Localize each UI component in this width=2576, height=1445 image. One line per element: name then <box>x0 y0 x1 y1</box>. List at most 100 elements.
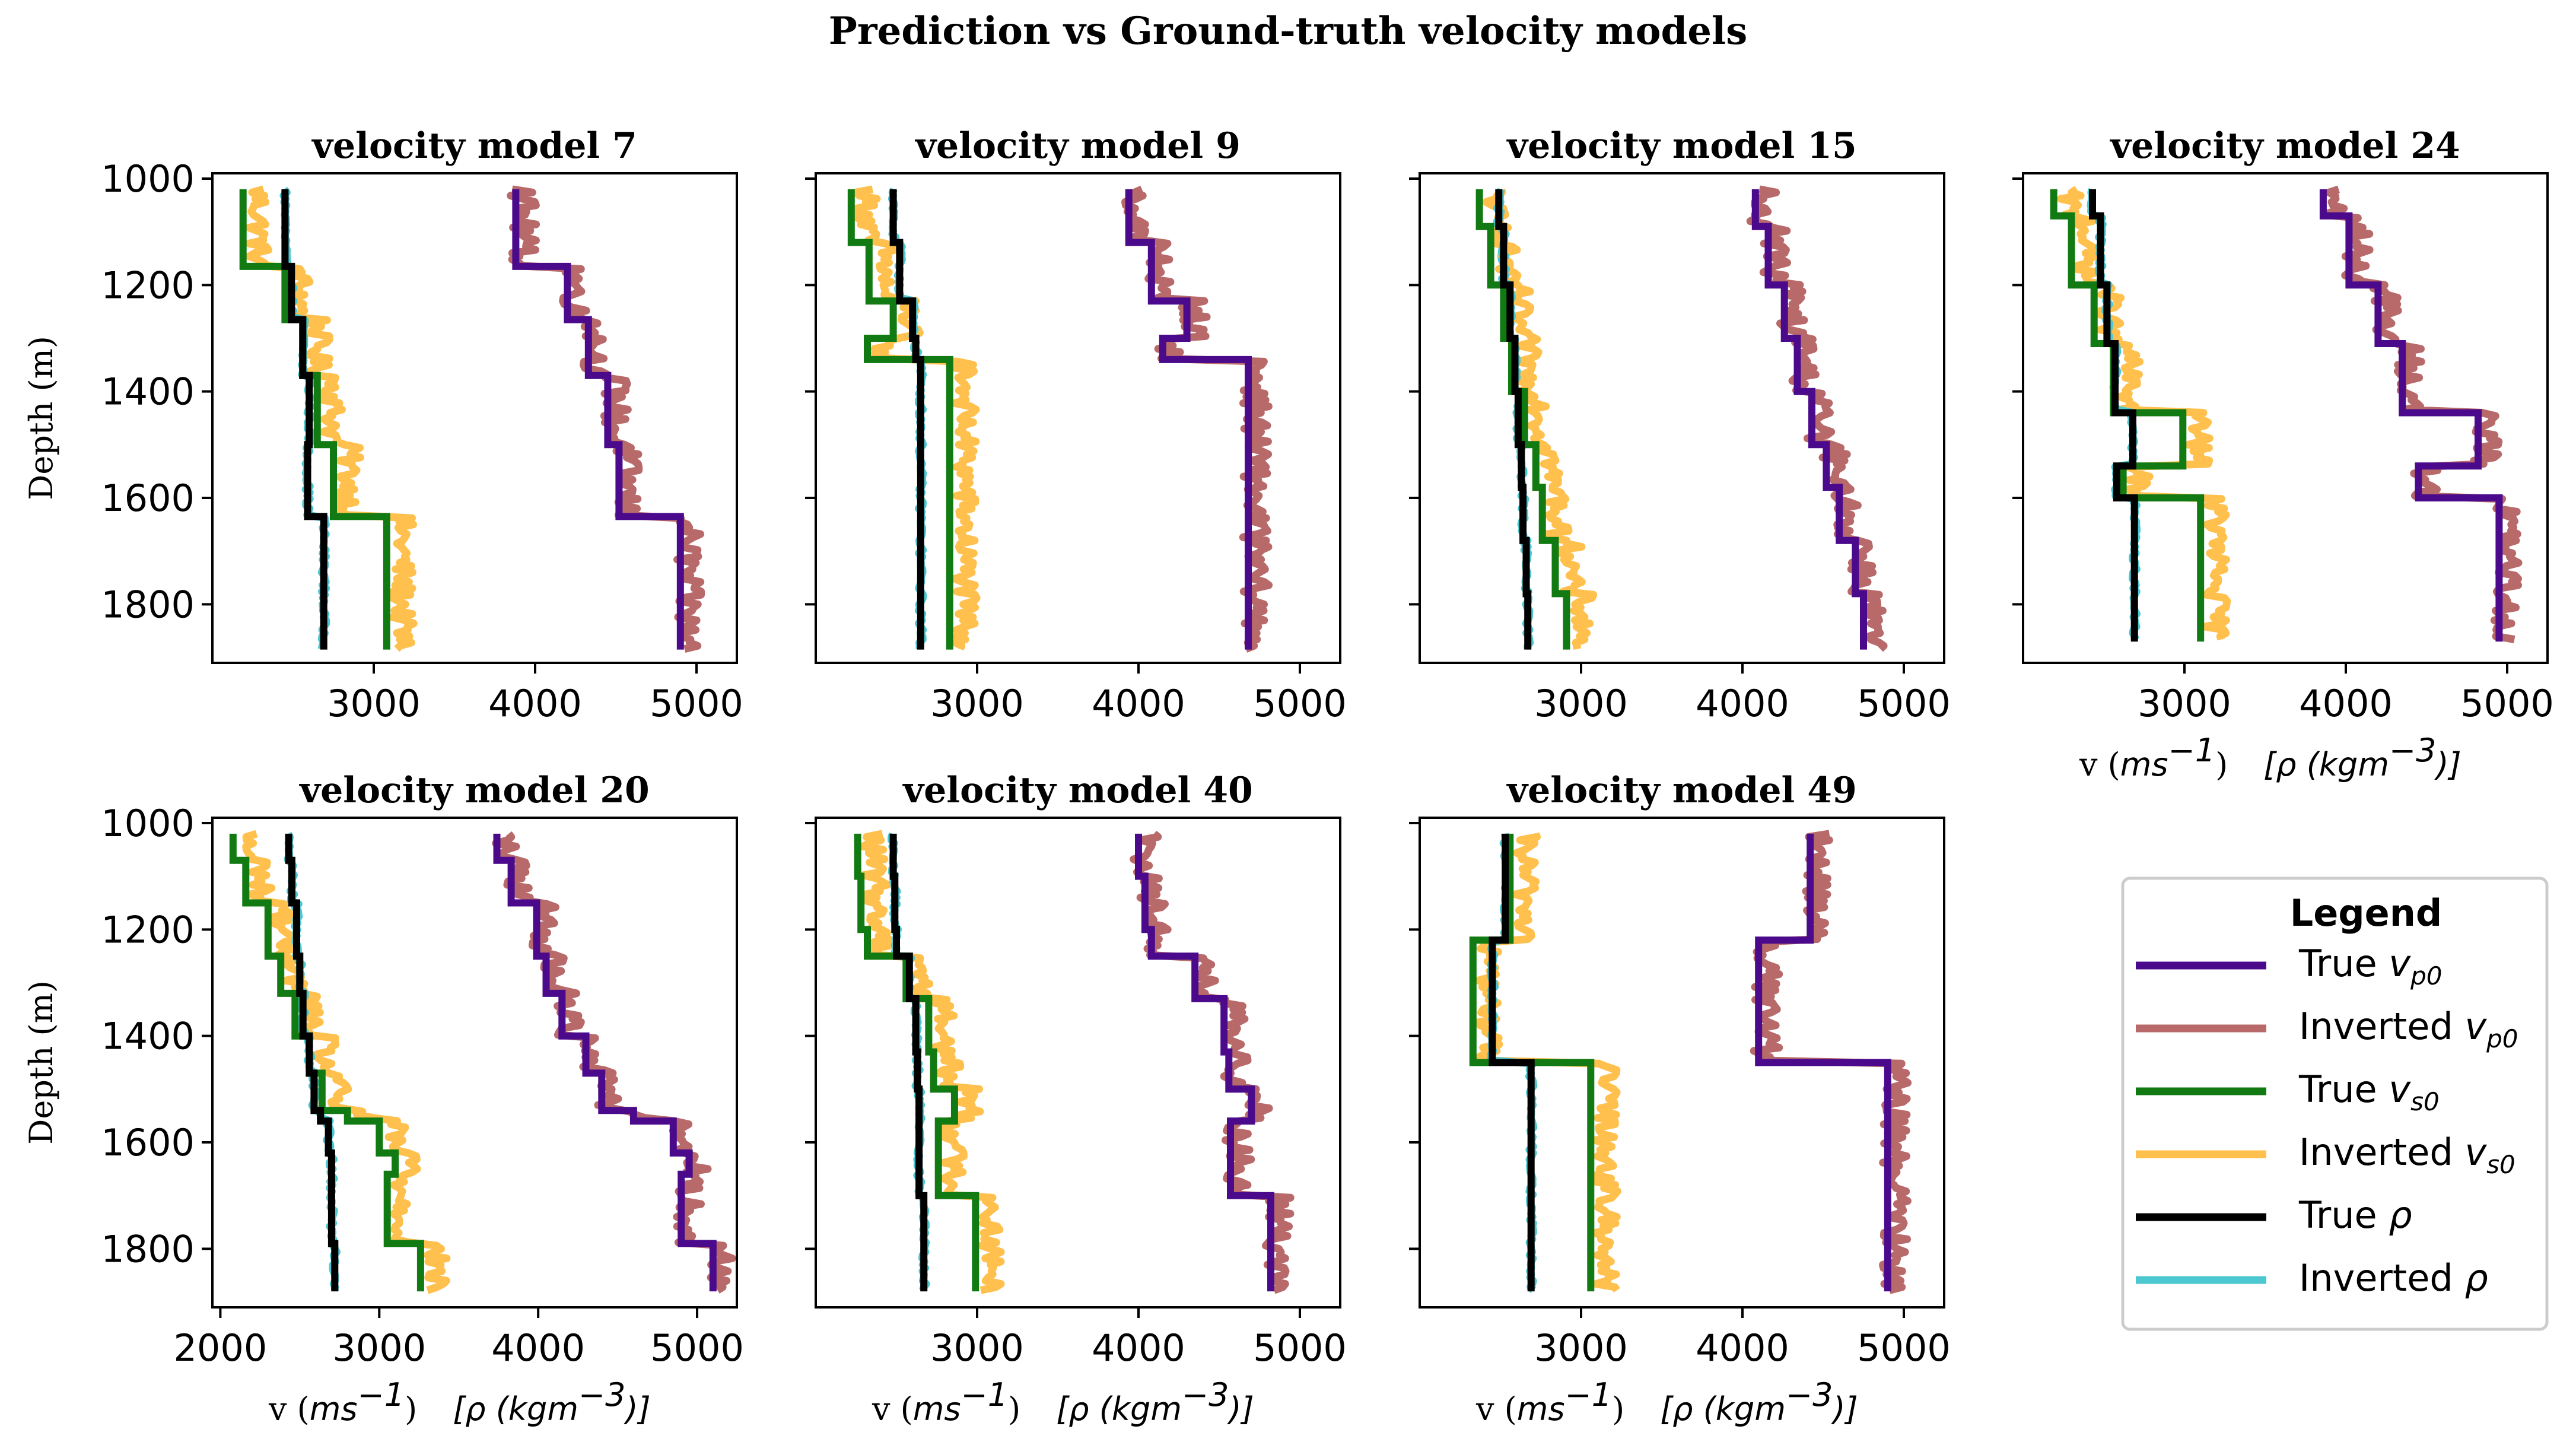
x-tick-label: 3000 <box>1534 1326 1628 1370</box>
y-tick-label: 1400 <box>101 370 195 414</box>
inverted-vs0-line <box>1482 188 1598 650</box>
x-tick-label: 4000 <box>491 1326 585 1370</box>
y-axis-label: Depth (m) <box>23 336 60 500</box>
series-lines <box>1475 185 1888 652</box>
legend: Legend True vp0 Inverted vp0 True vs0 Inver… <box>2121 876 2549 1331</box>
true-vs0-line <box>854 833 979 1292</box>
x-axis-label: v (ms−1) [ρ (kgm−3)] <box>268 1376 651 1428</box>
y-tick-label: 1000 <box>101 157 195 201</box>
panel-title: velocity model 20 <box>298 770 649 811</box>
x-tick-label: 4000 <box>488 682 582 725</box>
x-tick-label: 3000 <box>327 682 421 725</box>
legend-label: True vp0 <box>2298 942 2443 990</box>
x-tick-label: 5000 <box>1857 1326 1951 1370</box>
true-vp0-line <box>493 833 717 1292</box>
x-tick-label: 3000 <box>1534 682 1628 725</box>
panel-title: velocity model 40 <box>902 770 1252 811</box>
series-lines <box>847 185 1273 653</box>
axes-frame <box>815 172 1341 664</box>
true-rho-line <box>281 189 327 650</box>
panel-model-9: velocity model 9 3000 4000 5000 <box>805 125 1347 725</box>
figure-title: Prediction vs Ground-truth velocity mode… <box>829 9 1748 53</box>
x-tick-label: 3000 <box>332 1326 426 1370</box>
x-tick-label: 5000 <box>650 1326 744 1370</box>
panel-model-24: velocity model 24 3000 4000 5000 v (ms−1) [ρ … <box>2012 125 2554 783</box>
x-tick-label: 3000 <box>930 1326 1024 1370</box>
x-axis-label: v (ms−1) [ρ (kgm−3)] <box>872 1376 1254 1428</box>
legend-label: Inverted vp0 <box>2299 1005 2518 1053</box>
true-vs0-line <box>239 189 390 650</box>
x-axis-label: v (ms−1) [ρ (kgm−3)] <box>1475 1376 1858 1428</box>
panel-model-20: velocity model 20 1000 1200 1400 1600 1800 200… <box>23 770 744 1428</box>
legend-label: True vs0 <box>2298 1068 2440 1116</box>
inverted-vp0-line <box>2320 185 2523 643</box>
legend-entry: Inverted vp0 <box>2136 1005 2518 1053</box>
x-tick-label: 4000 <box>1696 1326 1789 1370</box>
x-tick-label: 2000 <box>173 1326 267 1370</box>
axes-frame <box>1419 817 1945 1309</box>
x-tick-label: 3000 <box>2138 682 2231 725</box>
y-tick-label: 1400 <box>101 1015 195 1058</box>
legend-entries: True vp0 Inverted vp0 True vs0 Inverted vs0… <box>2136 942 2518 1300</box>
legend-label: Inverted vs0 <box>2299 1130 2515 1179</box>
legend-entry: True vp0 <box>2136 942 2443 990</box>
axes-frame <box>1419 172 1945 664</box>
axes-frame <box>211 817 738 1309</box>
y-tick-label: 1600 <box>101 477 195 520</box>
y-tick-label: 1200 <box>101 263 195 307</box>
true-vp0-line <box>1125 189 1252 650</box>
panel-model-49: velocity model 49 3000 4000 5000 v (ms−1) [ρ … <box>1409 770 1951 1428</box>
x-tick-label: 4000 <box>2299 682 2393 725</box>
x-axis-label: v (ms−1) [ρ (kgm−3)] <box>2079 732 2461 783</box>
legend-label: True ρ <box>2298 1193 2412 1237</box>
true-vp0-line <box>512 189 684 650</box>
panel-title: velocity model 49 <box>1506 770 1856 811</box>
x-tick-label: 4000 <box>1696 682 1789 725</box>
x-tick-label: 5000 <box>2460 682 2554 725</box>
y-axis-label: Depth (m) <box>23 980 60 1145</box>
y-tick-label: 1200 <box>101 908 195 951</box>
y-tick-label: 1600 <box>101 1121 195 1164</box>
legend-label: Inverted ρ <box>2299 1256 2488 1300</box>
true-rho-line <box>2089 189 2138 642</box>
panel-title: velocity model 24 <box>2109 125 2460 167</box>
true-vs0-line <box>1469 833 1595 1292</box>
legend-entry: True vs0 <box>2136 1068 2440 1116</box>
legend-entry: Inverted vs0 <box>2136 1130 2515 1179</box>
axes-frame <box>211 172 738 664</box>
panel-title: velocity model 7 <box>311 125 637 167</box>
inverted-vs0-line <box>2057 186 2231 641</box>
series-lines <box>239 185 705 653</box>
true-vp0-line <box>1135 833 1274 1292</box>
x-tick-label: 3000 <box>930 682 1024 725</box>
series-lines <box>1469 830 1912 1294</box>
true-vp0-line <box>1751 189 1867 650</box>
inverted-vs0-line <box>859 830 1005 1294</box>
y-tick-label: 1800 <box>101 1227 195 1271</box>
legend-entry: Inverted ρ <box>2136 1256 2488 1300</box>
axes-frame <box>2022 172 2549 664</box>
panel-title: velocity model 15 <box>1506 125 1856 167</box>
inverted-vs0-line <box>242 830 451 1294</box>
true-rho-line <box>1495 189 1532 650</box>
legend-entry: True ρ <box>2136 1193 2412 1237</box>
panel-model-15: velocity model 15 3000 4000 5000 <box>1409 125 1951 725</box>
series-lines <box>2050 185 2523 643</box>
x-tick-label: 5000 <box>650 682 743 725</box>
true-rho-line <box>889 833 928 1292</box>
y-tick-label: 1000 <box>101 802 195 845</box>
true-rho-line <box>285 833 339 1292</box>
true-rho-line <box>1489 833 1535 1292</box>
panel-model-40: velocity model 40 3000 4000 5000 v (ms−1) [ρ … <box>805 770 1347 1428</box>
series-lines <box>854 830 1295 1294</box>
x-tick-label: 5000 <box>1253 1326 1347 1370</box>
inverted-vs0-line <box>851 185 981 651</box>
true-vp0-line <box>1755 833 1891 1292</box>
legend-title: Legend <box>2290 891 2443 935</box>
x-tick-label: 5000 <box>1857 682 1951 725</box>
panel-model-7: velocity model 7 1000 1200 1400 1600 1800 3000… <box>23 125 743 725</box>
series-lines <box>229 830 736 1294</box>
inverted-vp0-line <box>1746 185 1888 652</box>
x-tick-label: 4000 <box>1092 682 1185 725</box>
